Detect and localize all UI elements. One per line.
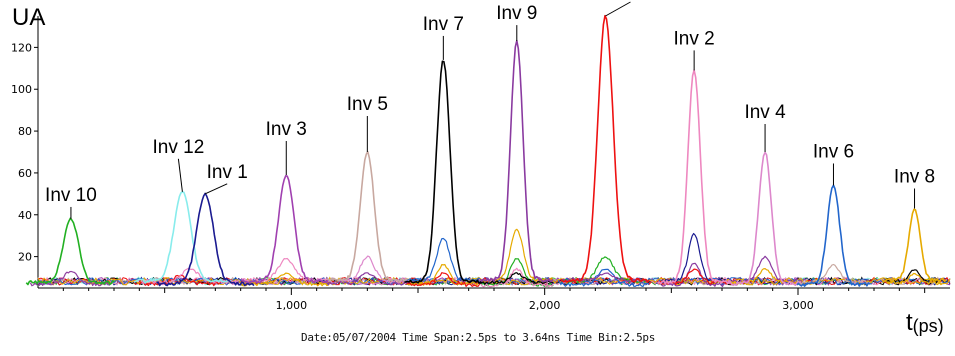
minor-peak-trace xyxy=(406,272,481,287)
minor-peak-trace xyxy=(29,270,112,287)
minor-peak-trace xyxy=(560,268,650,287)
peak-callout-line xyxy=(605,1,631,17)
x-axis-label-main: t xyxy=(906,309,913,336)
x-tick-label: 2,000 xyxy=(529,299,561,312)
minor-peak-trace xyxy=(406,264,481,286)
minor-peak-trace xyxy=(406,237,480,283)
minor-peak-trace xyxy=(480,258,554,287)
y-tick-label: 60 xyxy=(18,167,32,180)
peak-label: Inv 12 xyxy=(153,137,205,158)
minor-peak-trace xyxy=(885,272,943,286)
y-tick-label: 120 xyxy=(11,41,32,54)
peak-trace xyxy=(404,60,483,284)
peak-trace xyxy=(881,208,947,283)
peak-trace xyxy=(133,191,232,284)
x-tick-label: 3,000 xyxy=(782,299,814,312)
x-axis-label: t(ps) xyxy=(906,309,944,337)
peak-trace xyxy=(326,150,408,283)
y-tick-label: 40 xyxy=(18,209,32,222)
peak-trace xyxy=(657,69,731,285)
minor-peak-trace xyxy=(661,232,727,283)
peak-label: Inv 6 xyxy=(813,141,854,162)
peak-label: Inv 10 xyxy=(45,185,97,206)
peak-label: Inv 7 xyxy=(423,14,464,35)
peak-label: Inv 9 xyxy=(496,3,537,24)
minor-peak-trace xyxy=(479,272,554,285)
peak-label: Inv 1 xyxy=(207,162,248,183)
peak-callout-line xyxy=(204,183,228,195)
minor-peak-trace xyxy=(661,262,726,288)
peak-trace xyxy=(728,151,802,287)
y-tick-label: 20 xyxy=(18,251,32,264)
minor-peak-trace xyxy=(480,228,554,283)
x-tick-label: 1,000 xyxy=(276,299,308,312)
peak-callout-line xyxy=(177,158,183,192)
minor-peak-trace xyxy=(479,267,554,288)
peak-label: Inv 11 xyxy=(605,0,655,1)
peak-label: Inv 5 xyxy=(347,94,388,115)
traces xyxy=(25,14,951,288)
x-axis-unit: (ps) xyxy=(912,316,944,336)
peak-label: Inv 3 xyxy=(266,119,307,140)
y-tick-label: 80 xyxy=(18,125,32,138)
peak-label: Inv 8 xyxy=(894,166,935,187)
peak-trace xyxy=(560,14,650,283)
y-tick-label: 100 xyxy=(11,83,32,96)
peak-trace xyxy=(241,174,330,284)
peak-trace xyxy=(479,39,554,283)
minor-peak-trace xyxy=(241,272,331,287)
peak-label: Inv 2 xyxy=(674,28,715,49)
peak-trace xyxy=(796,184,871,287)
minor-peak-trace xyxy=(326,272,408,286)
footer-info: Date:05/07/2004 Time Span:2.5ps to 3.64n… xyxy=(301,331,656,344)
peak-trace xyxy=(25,217,115,286)
peak-label: Inv 4 xyxy=(744,102,786,123)
y-axis-label: UA xyxy=(12,4,46,31)
axes: 20 40 60 80 100 120 1,000 2,000 3,000 xyxy=(11,16,950,312)
